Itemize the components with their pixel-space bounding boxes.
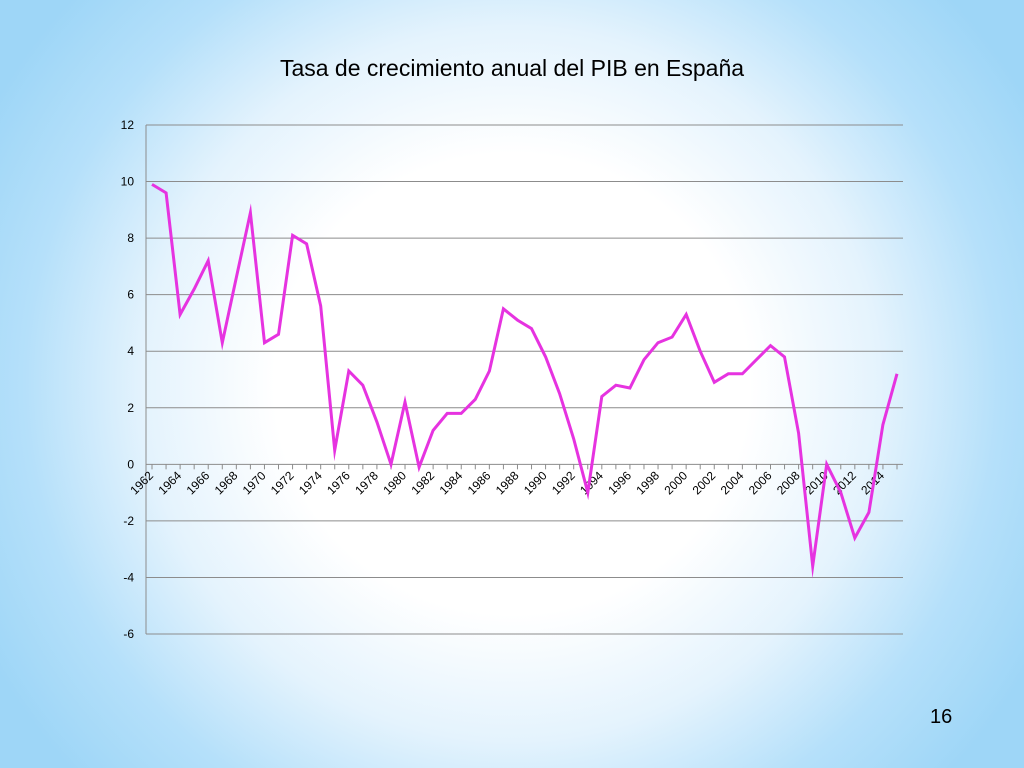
data-point	[741, 372, 744, 375]
data-point	[221, 341, 224, 344]
data-point	[572, 437, 575, 440]
data-point	[347, 370, 350, 373]
y-tick-labels: -6 -4 -2 0 2 4 6 8 10 12	[121, 118, 135, 641]
x-tick-label: 1968	[212, 468, 241, 497]
data-point	[291, 234, 294, 237]
data-point	[375, 420, 378, 423]
y-tick-label: 2	[127, 401, 134, 415]
x-tick-label: 1996	[605, 468, 634, 497]
data-point	[193, 288, 196, 291]
data-point	[755, 358, 758, 361]
data-point	[207, 259, 210, 262]
data-point	[151, 183, 154, 186]
data-point	[783, 355, 786, 358]
x-tick-label: 1978	[352, 468, 381, 497]
data-point	[713, 381, 716, 384]
page-number: 16	[930, 706, 953, 728]
data-point	[516, 319, 519, 322]
data-point	[249, 211, 252, 214]
x-tick-label: 1976	[324, 468, 353, 497]
data-point	[446, 412, 449, 415]
data-point	[797, 432, 800, 435]
x-tick-label: 1998	[633, 468, 662, 497]
chart-title: Tasa de crecimiento anual del PIB en Esp…	[279, 55, 745, 81]
data-point	[460, 412, 463, 415]
gridlines	[146, 124, 903, 635]
data-point	[867, 511, 870, 514]
data-point	[642, 358, 645, 361]
data-point	[263, 341, 266, 344]
data-point	[389, 463, 392, 466]
x-tick-label: 1982	[408, 468, 437, 497]
data-point	[305, 242, 308, 245]
y-tick-label: 6	[127, 288, 134, 302]
data-point	[277, 333, 280, 336]
data-point	[825, 463, 828, 466]
x-tick-label: 2006	[746, 468, 775, 497]
x-tick-label: 1964	[155, 468, 184, 497]
x-tick-label: 1972	[268, 468, 297, 497]
data-point	[488, 370, 491, 373]
data-point	[530, 327, 533, 330]
series-line	[151, 183, 899, 579]
data-point	[165, 191, 168, 194]
data-point	[600, 395, 603, 398]
data-point	[811, 565, 814, 568]
data-point	[333, 449, 336, 452]
data-point	[628, 386, 631, 389]
data-point	[896, 372, 899, 375]
data-point	[839, 491, 842, 494]
x-tick-label: 1992	[549, 468, 578, 497]
x-tick-label: 1986	[465, 468, 494, 497]
x-tick-label: 2004	[718, 468, 747, 497]
data-point	[558, 392, 561, 395]
data-point	[179, 313, 182, 316]
x-tick-label: 1970	[240, 468, 269, 497]
data-point	[699, 350, 702, 353]
y-tick-label: 10	[121, 175, 135, 189]
x-tick-label: 1980	[380, 468, 409, 497]
data-point	[319, 304, 322, 307]
data-point	[235, 276, 238, 279]
data-point	[502, 307, 505, 310]
data-point	[853, 536, 856, 539]
axes	[145, 125, 898, 634]
y-tick-label: 12	[121, 118, 135, 132]
data-point	[671, 336, 674, 339]
data-point	[727, 372, 730, 375]
y-tick-label: -2	[123, 514, 134, 528]
data-point	[657, 341, 660, 344]
series-layer	[151, 183, 899, 579]
data-point	[418, 466, 421, 469]
data-point	[586, 491, 589, 494]
x-tick-label: 2002	[690, 468, 719, 497]
x-tick-label: 1966	[184, 468, 213, 497]
data-point	[544, 355, 547, 358]
data-point	[404, 401, 407, 404]
y-tick-label: 4	[127, 344, 134, 358]
data-point	[474, 398, 477, 401]
x-tick-label: 2000	[661, 468, 690, 497]
x-tick-labels: 1962 1964 1966 1968 1970 1972 1974 1976 1978 1980…	[127, 468, 887, 497]
data-point	[361, 384, 364, 387]
y-tick-label: -6	[123, 627, 134, 641]
y-tick-label: 0	[127, 457, 134, 471]
data-point	[432, 429, 435, 432]
data-point	[881, 423, 884, 426]
x-tick-label: 1974	[296, 468, 325, 497]
x-tick-label: 1962	[127, 468, 156, 497]
data-point	[769, 344, 772, 347]
data-point	[685, 313, 688, 316]
x-tick-label: 1984	[437, 468, 466, 497]
x-tick-label: 1990	[521, 468, 550, 497]
y-tick-label: -4	[123, 570, 134, 584]
x-tick-label: 1988	[493, 468, 522, 497]
x-tick-label: 2008	[774, 468, 803, 497]
data-point	[614, 384, 617, 387]
y-tick-label: 8	[127, 231, 134, 245]
